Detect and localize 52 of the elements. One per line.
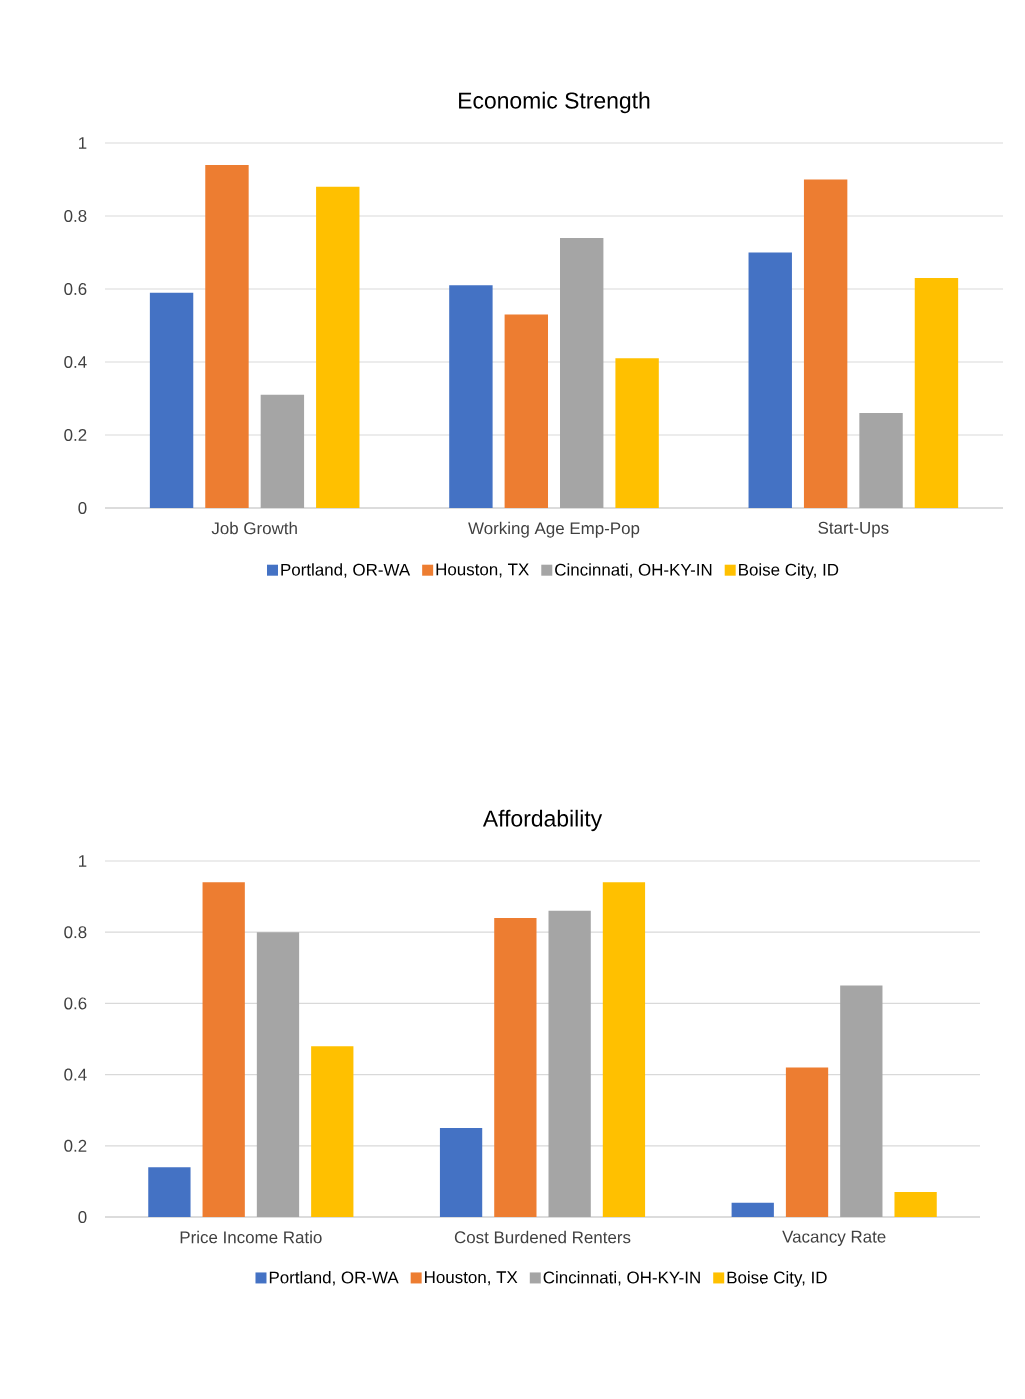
bar — [148, 1167, 191, 1218]
y-tick-label: 0.4 — [64, 356, 87, 369]
chart-title: Affordability — [482, 809, 603, 832]
x-tick-label: Vacancy Rate — [782, 1230, 886, 1247]
y-tick-label: 0.2 — [64, 429, 87, 442]
bar — [560, 237, 604, 509]
legend-label: Portland, OR-WA — [281, 563, 411, 578]
legend-label: Boise City, ID — [727, 1271, 827, 1287]
bar — [894, 1192, 937, 1218]
bar — [602, 882, 646, 1218]
legend-label: Houston, TX — [436, 563, 529, 578]
x-tick-label: Working Age Emp-Pop — [468, 521, 640, 538]
y-tick-label: 0.8 — [64, 210, 87, 223]
legend-label: Houston, TX — [425, 1271, 518, 1286]
bar — [785, 1067, 829, 1218]
legend-label: Cincinnati, OH-KY-IN — [543, 1271, 700, 1286]
y-tick-label: 0 — [78, 1211, 87, 1224]
legend-label: Cincinnati, OH-KY-IN — [555, 563, 712, 578]
y-tick-label: 0.4 — [64, 1068, 87, 1081]
bar — [202, 882, 245, 1218]
y-tick-label: 0.6 — [64, 283, 87, 296]
x-tick-label: Job Growth — [211, 521, 297, 535]
x-tick-label: Cost Burdened Renters — [454, 1230, 631, 1244]
y-tick-label: 0.6 — [64, 997, 87, 1010]
bar — [256, 932, 300, 1218]
bar — [840, 985, 883, 1218]
bar — [311, 1046, 354, 1218]
bar — [449, 285, 493, 509]
chart-title: Economic Strength — [459, 91, 650, 114]
bar — [731, 1202, 774, 1218]
legend-label: Portland, OR-WA — [269, 1271, 399, 1286]
bar — [859, 413, 903, 509]
bar — [548, 910, 591, 1218]
bar — [494, 917, 537, 1218]
bar — [205, 164, 249, 509]
y-tick-label: 1 — [79, 137, 87, 149]
bar — [615, 358, 659, 509]
legend-label: Boise City, ID — [739, 563, 839, 580]
bar — [316, 186, 360, 509]
y-tick-label: 0 — [78, 502, 87, 515]
y-tick-label: 0.8 — [64, 926, 87, 939]
bar — [803, 179, 848, 509]
y-tick-label: 1 — [79, 855, 87, 867]
bar — [260, 394, 305, 509]
bar — [748, 252, 792, 509]
bar — [439, 1128, 483, 1218]
y-tick-label: 0.2 — [64, 1139, 87, 1152]
x-tick-label: Price Income Ratio — [180, 1230, 322, 1244]
bar — [504, 314, 548, 509]
bar — [914, 278, 959, 509]
x-tick-label: Start-Ups — [818, 521, 889, 538]
bar — [149, 292, 194, 509]
